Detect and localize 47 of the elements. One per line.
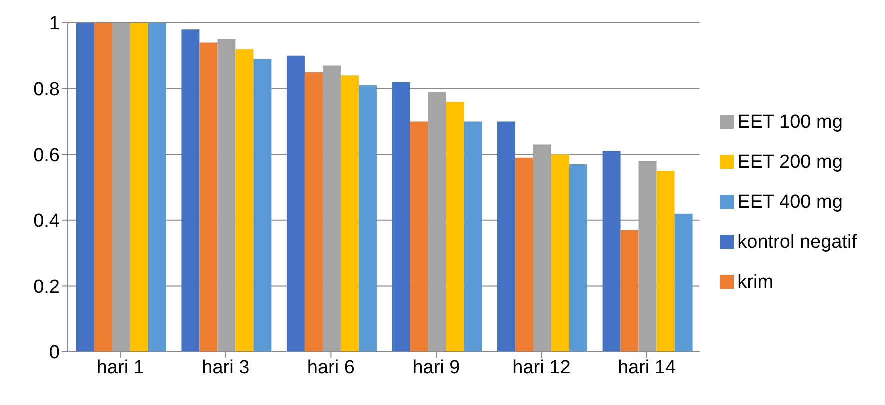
x-tick-label: hari 6: [307, 357, 355, 378]
bar: [674, 214, 693, 352]
y-tick-label: 0.2: [34, 276, 60, 298]
legend-label: kontrol negatif: [738, 232, 857, 252]
bar: [552, 154, 570, 352]
legend-label: krim: [738, 272, 774, 292]
bar: [112, 23, 130, 352]
bar: [570, 164, 588, 352]
x-tick-label: hari 1: [96, 357, 144, 378]
bar: [392, 82, 410, 352]
y-tick-label: 0.8: [34, 80, 60, 101]
bar: [304, 72, 323, 352]
x-tick-label: hari 12: [512, 357, 571, 378]
y-tick-label: 0: [49, 342, 60, 364]
bar: [94, 23, 112, 352]
bar: [76, 23, 94, 352]
bar: [410, 122, 428, 352]
y-tick-label: 0.6: [34, 145, 60, 166]
legend-label: EET 200 mg: [738, 152, 843, 172]
bar: [130, 23, 148, 352]
bar: [620, 230, 639, 352]
bar: [534, 144, 552, 352]
x-tick-label: hari 14: [618, 357, 676, 378]
bar: [340, 76, 359, 352]
bar: [446, 102, 464, 352]
bar: [286, 56, 305, 352]
bar: [236, 49, 254, 352]
bar: [200, 42, 218, 352]
y-tick-label: 1: [49, 14, 60, 35]
bar: [638, 161, 657, 352]
bar: [322, 66, 341, 352]
bar: [656, 171, 675, 352]
bar: [218, 39, 236, 352]
bar: [498, 122, 516, 352]
y-tick-label: 0.4: [34, 211, 60, 232]
bar: [602, 151, 621, 352]
bar: [358, 86, 377, 352]
bar: [148, 23, 166, 352]
bar: [254, 59, 272, 352]
bar: [516, 158, 534, 352]
legend-label: EET 400 mg: [738, 192, 843, 212]
x-tick-label: hari 3: [202, 357, 250, 378]
x-tick-label: hari 9: [412, 357, 460, 378]
bar: [428, 92, 446, 352]
legend-label: EET 100 mg: [738, 112, 843, 132]
bar: [182, 30, 200, 352]
bar: [464, 122, 482, 352]
